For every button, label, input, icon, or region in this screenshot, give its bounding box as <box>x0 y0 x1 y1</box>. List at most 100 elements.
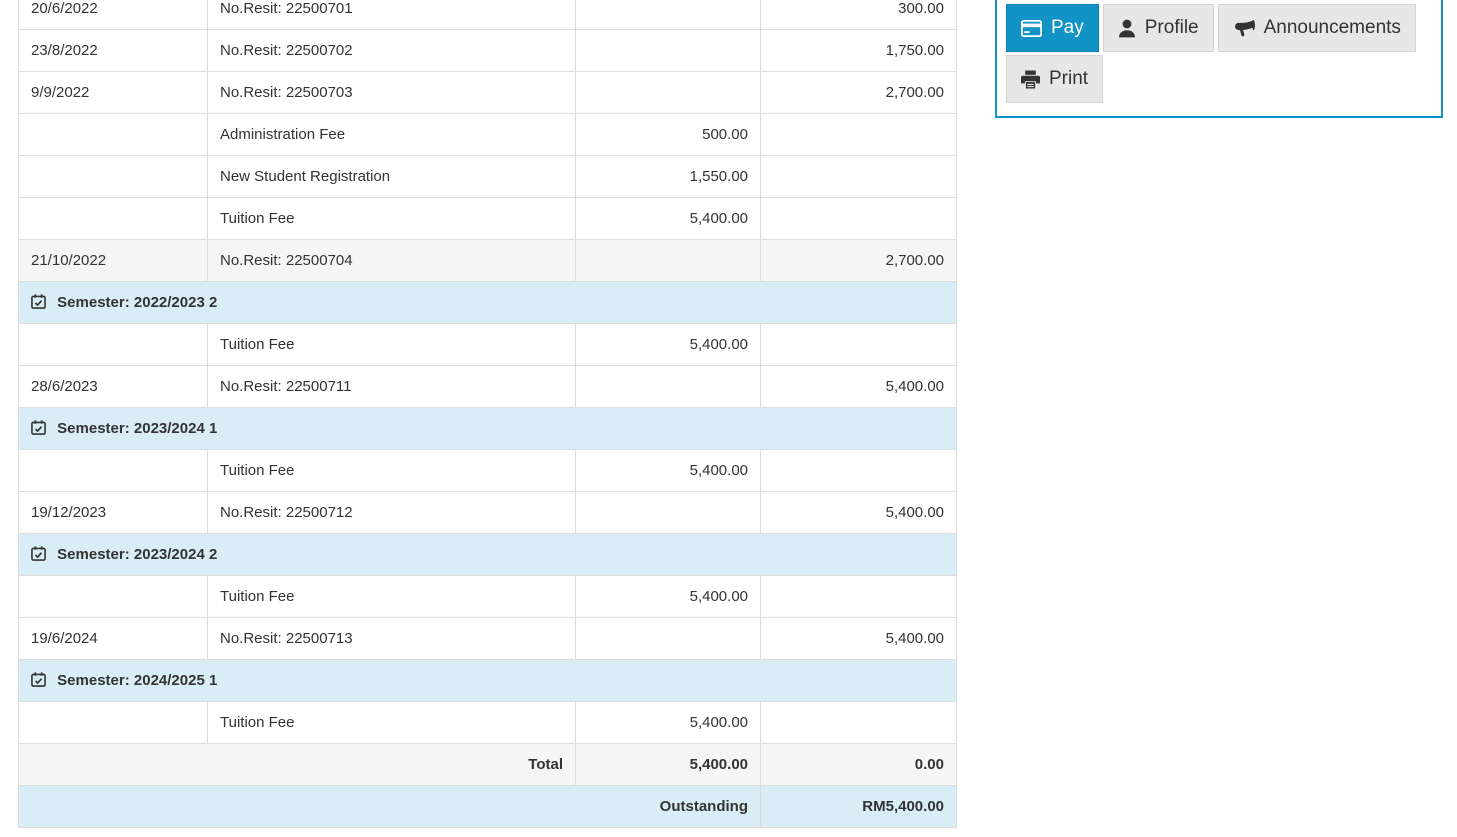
table-row: 19/6/2024 No.Resit: 22500713 5,400.00 <box>18 617 957 660</box>
semester-header-row: Semester: 2023/2024 1 <box>18 407 957 450</box>
table-row: Tuition Fee 5,400.00 <box>18 575 957 618</box>
date-cell <box>18 197 208 240</box>
semester-header-cell: Semester: 2024/2025 1 <box>18 659 957 702</box>
pay-button[interactable]: Pay <box>1006 4 1099 52</box>
charge-cell <box>575 71 761 114</box>
charge-cell <box>575 617 761 660</box>
charge-cell: 5,400.00 <box>575 701 761 744</box>
date-cell: 20/6/2022 <box>18 0 208 30</box>
date-cell: 19/6/2024 <box>18 617 208 660</box>
user-icon <box>1118 19 1136 38</box>
date-cell <box>18 449 208 492</box>
semester-label: Semester: 2024/2025 1 <box>57 672 218 689</box>
payment-cell: 2,700.00 <box>760 71 957 114</box>
calendar-check-icon <box>31 546 46 561</box>
description-cell: New Student Registration <box>207 155 576 198</box>
announcements-button[interactable]: Announcements <box>1217 4 1416 52</box>
charge-cell <box>575 239 761 282</box>
payment-cell: 2,700.00 <box>760 239 957 282</box>
table-row: Tuition Fee 5,400.00 <box>18 197 957 240</box>
charge-cell: 500.00 <box>575 113 761 156</box>
payment-cell: 300.00 <box>760 0 957 30</box>
payment-cell <box>760 113 957 156</box>
payment-cell <box>760 449 957 492</box>
payment-cell: 5,400.00 <box>760 491 957 534</box>
payment-cell <box>760 197 957 240</box>
payment-cell <box>760 575 957 618</box>
table-row: Administration Fee 500.00 <box>18 113 957 156</box>
payment-cell <box>760 701 957 744</box>
semester-header-row: Semester: 2024/2025 1 <box>18 659 957 702</box>
total-label-cell: Total <box>18 743 576 786</box>
outstanding-amount-cell: RM5,400.00 <box>760 785 957 828</box>
semester-label: Semester: 2023/2024 2 <box>57 546 218 563</box>
payment-cell: 5,400.00 <box>760 617 957 660</box>
profile-button[interactable]: Profile <box>1102 4 1214 52</box>
date-cell: 9/9/2022 <box>18 71 208 114</box>
date-cell: 28/6/2023 <box>18 365 208 408</box>
table-row: New Student Registration 1,550.00 <box>18 155 957 198</box>
date-cell <box>18 575 208 618</box>
charge-cell <box>575 365 761 408</box>
description-cell: No.Resit: 22500712 <box>207 491 576 534</box>
bullhorn-icon <box>1233 19 1255 38</box>
charge-cell <box>575 29 761 72</box>
description-cell: Tuition Fee <box>207 575 576 618</box>
calendar-check-icon <box>31 294 46 309</box>
description-cell: No.Resit: 22500702 <box>207 29 576 72</box>
table-row: Tuition Fee 5,400.00 <box>18 449 957 492</box>
outstanding-row: Outstanding RM5,400.00 <box>18 785 957 828</box>
fee-table: 20/6/2022 No.Resit: 22500701 300.00 23/8/20… <box>18 0 957 828</box>
date-cell: 19/12/2023 <box>18 491 208 534</box>
table-row: 19/12/2023 No.Resit: 22500712 5,400.00 <box>18 491 957 534</box>
print-button-label: Print <box>1049 68 1089 89</box>
payment-cell: 1,750.00 <box>760 29 957 72</box>
date-cell: 21/10/2022 <box>18 239 208 282</box>
table-row: 9/9/2022 No.Resit: 22500703 2,700.00 <box>18 71 957 114</box>
date-cell <box>18 113 208 156</box>
description-cell: Tuition Fee <box>207 701 576 744</box>
charge-cell: 1,550.00 <box>575 155 761 198</box>
profile-button-label: Profile <box>1144 17 1199 38</box>
table-row: 23/8/2022 No.Resit: 22500702 1,750.00 <box>18 29 957 72</box>
table-row: 21/10/2022 No.Resit: 22500704 2,700.00 <box>18 239 957 282</box>
credit-card-icon <box>1021 19 1042 37</box>
description-cell: No.Resit: 22500713 <box>207 617 576 660</box>
date-cell <box>18 323 208 366</box>
total-payment-cell: 0.00 <box>760 743 957 786</box>
calendar-check-icon <box>31 420 46 435</box>
print-button[interactable]: Print <box>1006 55 1104 103</box>
semester-label: Semester: 2022/2023 2 <box>57 294 218 311</box>
description-cell: Tuition Fee <box>207 323 576 366</box>
actions-button-group: Pay Profile Announcements <box>1006 4 1432 103</box>
date-cell <box>18 701 208 744</box>
table-row: Tuition Fee 5,400.00 <box>18 323 957 366</box>
description-cell: Tuition Fee <box>207 197 576 240</box>
fee-statement-table: 20/6/2022 No.Resit: 22500701 300.00 23/8/20… <box>18 0 957 828</box>
semester-label: Semester: 2023/2024 1 <box>57 420 218 437</box>
semester-header-row: Semester: 2022/2023 2 <box>18 281 957 324</box>
actions-panel: Pay Profile Announcements <box>995 0 1443 118</box>
semester-header-cell: Semester: 2023/2024 2 <box>18 533 957 576</box>
payment-cell: 5,400.00 <box>760 365 957 408</box>
table-row: 20/6/2022 No.Resit: 22500701 300.00 <box>18 0 957 30</box>
description-cell: No.Resit: 22500701 <box>207 0 576 30</box>
calendar-check-icon <box>31 672 46 687</box>
payment-cell <box>760 323 957 366</box>
outstanding-label-cell: Outstanding <box>18 785 761 828</box>
charge-cell: 5,400.00 <box>575 575 761 618</box>
semester-header-row: Semester: 2023/2024 2 <box>18 533 957 576</box>
total-row: Total 5,400.00 0.00 <box>18 743 957 786</box>
date-cell: 23/8/2022 <box>18 29 208 72</box>
charge-cell: 5,400.00 <box>575 197 761 240</box>
date-cell <box>18 155 208 198</box>
semester-header-cell: Semester: 2022/2023 2 <box>18 281 957 324</box>
description-cell: Tuition Fee <box>207 449 576 492</box>
charge-cell <box>575 0 761 30</box>
description-cell: No.Resit: 22500703 <box>207 71 576 114</box>
table-row: 28/6/2023 No.Resit: 22500711 5,400.00 <box>18 365 957 408</box>
pay-button-label: Pay <box>1051 17 1084 38</box>
charge-cell <box>575 491 761 534</box>
printer-icon <box>1021 70 1040 89</box>
